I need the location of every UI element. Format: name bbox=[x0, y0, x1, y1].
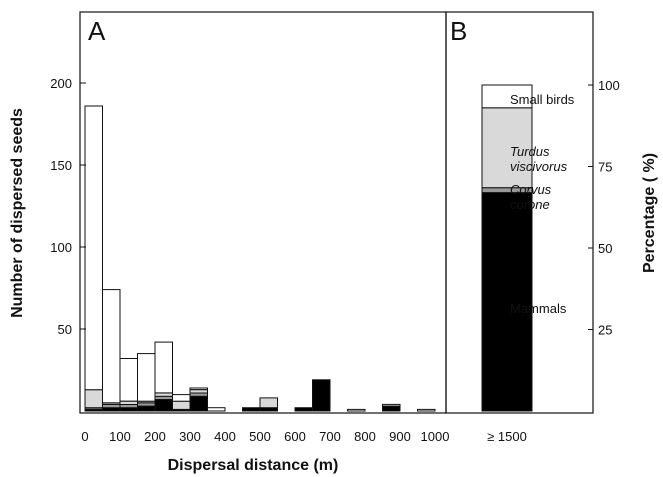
y-tick-label-200: 200 bbox=[50, 76, 72, 91]
bar-mammals-150 bbox=[137, 405, 156, 412]
bar-small-birds-750 bbox=[347, 408, 366, 412]
y-tick-label-100: 100 bbox=[50, 240, 72, 255]
bar-turdus-viscivorus-200 bbox=[154, 392, 173, 397]
y-axis-title-right: Percentage ( %) bbox=[641, 153, 658, 273]
segment-label-corvus-corone-1: corone bbox=[510, 197, 550, 212]
segment-label-turdus-viscivorus-0: Turdus bbox=[510, 144, 550, 159]
x-tick-label-0: 0 bbox=[81, 429, 88, 444]
panel-a-letter: A bbox=[88, 16, 106, 46]
pct-tick-label-75: 75 bbox=[598, 160, 612, 175]
bar-turdus-viscivorus-250 bbox=[172, 400, 191, 410]
pct-tick-label-100: 100 bbox=[598, 78, 620, 93]
bar-small-birds-300 bbox=[189, 387, 208, 391]
bar-small-birds-50 bbox=[102, 289, 121, 404]
panel-b-frame bbox=[445, 11, 594, 414]
segment-label-turdus-viscivorus-1: viscivorus bbox=[510, 159, 568, 174]
bar-small-birds-100 bbox=[119, 358, 138, 402]
x-tick-label-200: 200 bbox=[144, 429, 166, 444]
pct-tick-label-50: 50 bbox=[598, 241, 612, 256]
bar-mammals-650 bbox=[312, 379, 331, 412]
bar-mammals-850 bbox=[382, 405, 401, 412]
x-tick-label-900: 900 bbox=[389, 429, 411, 444]
bar-small-birds-150 bbox=[137, 353, 156, 402]
bar-turdus-viscivorus-500 bbox=[259, 397, 278, 409]
segment-label-corvus-corone-0: Corvus bbox=[510, 182, 552, 197]
panel-b-letter: B bbox=[450, 16, 467, 46]
bar-turdus-viscivorus-300 bbox=[189, 389, 208, 394]
x-tick-label-800: 800 bbox=[354, 429, 376, 444]
y-tick-label-150: 150 bbox=[50, 158, 72, 173]
bar-mammals-200 bbox=[154, 399, 173, 412]
bar-turdus-viscivorus-0 bbox=[84, 389, 103, 409]
x-tick-label-600: 600 bbox=[284, 429, 306, 444]
x-tick-label-500: 500 bbox=[249, 429, 271, 444]
y-axis-title-left: Number of dispersed seeds bbox=[9, 108, 26, 318]
x-tick-label-700: 700 bbox=[319, 429, 341, 444]
y-tick-label-50: 50 bbox=[58, 322, 72, 337]
bar-mammals-600 bbox=[294, 407, 313, 412]
x-tick-label-1000: 1000 bbox=[421, 429, 450, 444]
bar-turdus-viscivorus-100 bbox=[119, 400, 138, 406]
panel-a-frame bbox=[79, 11, 447, 414]
x-tick-label-300: 300 bbox=[179, 429, 201, 444]
segment-mammals bbox=[481, 192, 533, 412]
category-label: ≥ 1500 bbox=[487, 429, 527, 444]
x-tick-label-100: 100 bbox=[109, 429, 131, 444]
pct-tick-label-25: 25 bbox=[598, 323, 612, 338]
bar-mammals-450 bbox=[242, 407, 261, 412]
bar-small-birds-200 bbox=[154, 341, 173, 394]
bar-mammals-300 bbox=[189, 395, 208, 412]
bar-small-birds-0 bbox=[84, 105, 103, 391]
x-tick-label-400: 400 bbox=[214, 429, 236, 444]
panel-a-plot: 50 100 150 200 0 100 200 300 400 500 600 700 800 900 1… bbox=[50, 76, 449, 444]
segment-small-birds bbox=[481, 84, 533, 109]
bar-small-birds-850 bbox=[382, 403, 401, 407]
bar-small-birds-350 bbox=[207, 407, 226, 412]
bar-small-birds-950 bbox=[417, 408, 436, 412]
segment-label-mammals-0: Mammals bbox=[510, 301, 567, 316]
x-axis-title: Dispersal distance (m) bbox=[168, 457, 339, 474]
segment-turdus-viscivorus bbox=[481, 107, 533, 189]
bar-small-birds-250 bbox=[172, 394, 191, 402]
segment-label-small-birds-0: Small birds bbox=[510, 92, 575, 107]
